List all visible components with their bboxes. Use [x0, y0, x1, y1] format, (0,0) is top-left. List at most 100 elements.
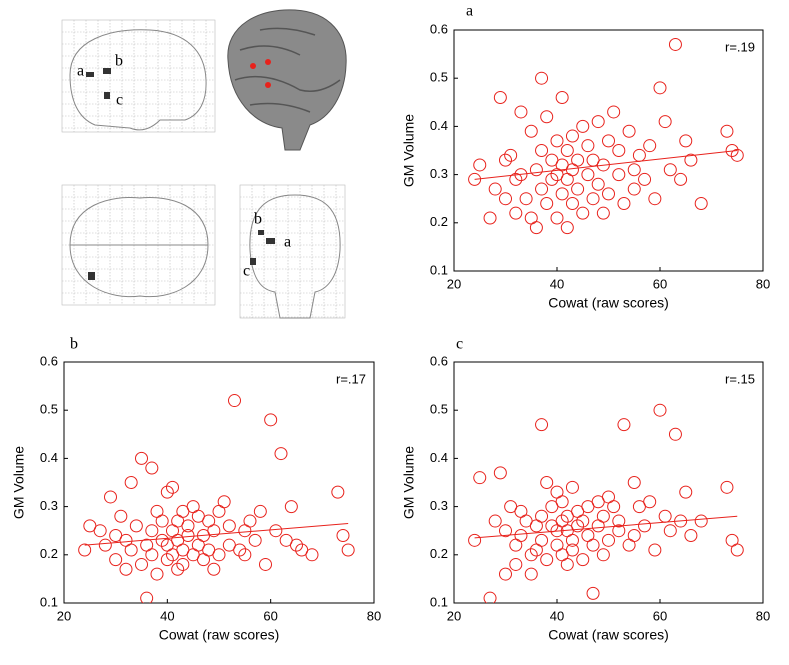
point [514, 529, 528, 543]
point [483, 211, 497, 225]
point [612, 144, 626, 157]
point [535, 71, 549, 85]
point [499, 153, 512, 167]
point [638, 172, 652, 186]
brain-gyri [234, 27, 341, 113]
blob-label: a [284, 234, 291, 251]
point [560, 221, 574, 235]
point [155, 533, 169, 547]
annotation: r=.19 [725, 39, 755, 54]
point [586, 192, 600, 206]
blob [86, 72, 94, 77]
x-tick-label: 80 [367, 608, 381, 623]
point [612, 168, 626, 182]
point [730, 543, 744, 557]
point [336, 529, 350, 543]
point [596, 509, 610, 523]
point [586, 586, 600, 600]
x-tick-label: 80 [756, 608, 770, 623]
point [555, 187, 569, 201]
trend-line [474, 515, 738, 539]
point [529, 221, 543, 235]
point [78, 543, 92, 557]
point [540, 476, 554, 489]
point [617, 418, 631, 432]
point [493, 90, 507, 104]
point [602, 187, 615, 201]
point [576, 514, 590, 528]
point [602, 134, 615, 148]
point [124, 543, 138, 557]
point [468, 533, 482, 547]
x-axis-title: Cowat (raw scores) [548, 295, 669, 311]
point [207, 562, 221, 576]
point [212, 548, 226, 562]
point [545, 172, 559, 186]
point [648, 543, 662, 557]
x-tick-label: 40 [550, 276, 564, 291]
blob [104, 92, 110, 99]
point [290, 538, 303, 552]
y-tick-label: 0.2 [430, 214, 448, 229]
blob [266, 238, 275, 244]
trend-line [474, 150, 738, 180]
y-tick-label: 0.1 [430, 262, 448, 277]
point [581, 139, 595, 153]
point [591, 177, 605, 191]
x-axis-title: Cowat (raw scores) [548, 627, 669, 643]
scatter-chart: 20 40 60 80 0.1 0.2 0.3 0.4 0.5 0.6 Cowat (raw sco… [11, 336, 382, 643]
point [627, 182, 641, 196]
point [473, 471, 487, 485]
point [560, 557, 574, 571]
point [565, 129, 579, 143]
point [576, 119, 590, 133]
point [674, 172, 688, 186]
point [679, 485, 693, 499]
point [720, 124, 734, 138]
point [248, 533, 262, 547]
x-tick-label: 20 [57, 608, 71, 623]
point [519, 192, 533, 206]
point [581, 168, 595, 182]
panel-label: a [466, 3, 473, 20]
point [540, 110, 554, 124]
point [504, 148, 518, 162]
point [540, 197, 554, 211]
point [576, 553, 590, 567]
point [488, 514, 502, 528]
panel-label: b [70, 336, 78, 353]
point [550, 134, 564, 148]
point [571, 153, 585, 167]
point [160, 553, 174, 567]
scatter-chart: 20 40 60 80 0.1 0.2 0.3 0.4 0.5 0.6 Cowat (raw sco… [401, 3, 771, 311]
point [259, 557, 272, 571]
activation [265, 82, 271, 88]
point [176, 557, 190, 571]
point [473, 158, 487, 172]
point [274, 447, 288, 461]
y-tick-label: 0.3 [430, 166, 448, 181]
axes-box [453, 361, 764, 604]
point [555, 90, 569, 104]
point [627, 529, 641, 543]
point [150, 567, 164, 581]
point [607, 105, 621, 119]
point [576, 206, 590, 220]
blob-label: b [254, 211, 262, 228]
brain-panel: a b c b a c [61, 9, 347, 319]
point [653, 403, 667, 417]
y-tick-label: 0.5 [430, 402, 448, 417]
y-tick-label: 0.1 [430, 594, 448, 609]
point [663, 524, 677, 538]
point [648, 192, 662, 206]
x-tick-label: 40 [550, 608, 564, 623]
point [160, 485, 174, 499]
y-tick-label: 0.5 [430, 70, 448, 85]
point [119, 562, 133, 576]
point [602, 533, 615, 547]
y-tick-label: 0.2 [40, 546, 58, 561]
point [622, 124, 636, 138]
point [483, 591, 497, 603]
point [638, 519, 652, 533]
point [114, 509, 128, 523]
